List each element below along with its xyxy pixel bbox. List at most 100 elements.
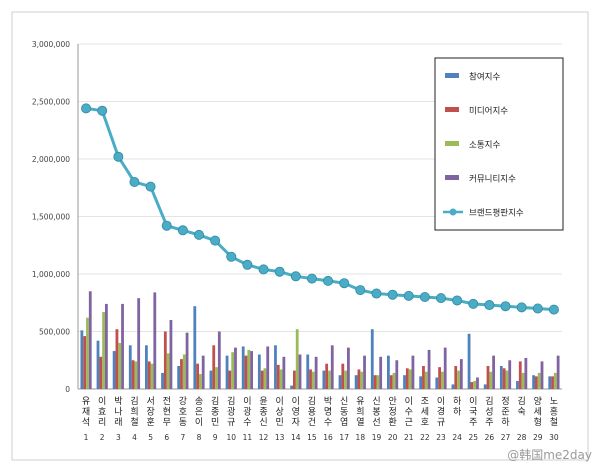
bar bbox=[247, 349, 251, 389]
bar bbox=[524, 357, 528, 389]
line-point bbox=[532, 303, 543, 314]
line-point bbox=[339, 278, 350, 289]
line-point bbox=[97, 105, 108, 116]
bar bbox=[99, 356, 103, 389]
bar bbox=[518, 361, 522, 389]
x-number-label: 19 bbox=[372, 433, 382, 442]
bar bbox=[508, 360, 512, 389]
bar bbox=[257, 354, 261, 389]
x-number-label: 1 bbox=[84, 433, 89, 442]
x-number-label: 27 bbox=[501, 433, 511, 442]
bar bbox=[263, 368, 267, 389]
line-point bbox=[371, 288, 382, 299]
bar bbox=[476, 377, 479, 389]
legend-label: 소통지수 bbox=[469, 141, 500, 151]
bar bbox=[427, 349, 431, 389]
bar bbox=[199, 374, 202, 389]
x-number-label: 16 bbox=[323, 433, 333, 442]
bar bbox=[532, 375, 535, 389]
watermark-text: @韩国me2day bbox=[507, 448, 592, 462]
bar bbox=[309, 369, 312, 389]
bar bbox=[145, 345, 148, 389]
bar bbox=[102, 311, 105, 389]
line-point bbox=[226, 251, 237, 262]
y-tick-label: 500,000 bbox=[39, 328, 70, 337]
line-point bbox=[387, 289, 398, 300]
line-point bbox=[145, 181, 156, 192]
bar bbox=[521, 372, 525, 389]
bar bbox=[424, 371, 428, 389]
bar bbox=[553, 372, 557, 389]
bar bbox=[403, 375, 406, 389]
bar bbox=[234, 347, 237, 389]
x-number-label: 17 bbox=[339, 433, 349, 442]
x-number-label: 3 bbox=[116, 433, 121, 442]
line-point bbox=[274, 266, 285, 277]
x-number-label: 5 bbox=[148, 433, 153, 442]
legend-label: 미디어지수 bbox=[469, 106, 508, 117]
bar bbox=[387, 355, 390, 389]
bar bbox=[467, 333, 471, 389]
line-point bbox=[516, 302, 527, 313]
bar bbox=[295, 329, 299, 389]
bar bbox=[411, 355, 415, 389]
x-number-label: 14 bbox=[291, 433, 301, 442]
bar bbox=[443, 347, 447, 389]
bar bbox=[80, 330, 84, 389]
line-point bbox=[452, 295, 463, 306]
bar bbox=[422, 366, 425, 389]
y-tick-label: 2,500,000 bbox=[32, 98, 70, 107]
legend-label: 브랜드평판지수 bbox=[469, 208, 524, 219]
bar bbox=[128, 345, 132, 389]
bar bbox=[457, 370, 460, 389]
line-point bbox=[81, 103, 92, 114]
x-number-label: 12 bbox=[259, 433, 269, 442]
bar bbox=[451, 384, 455, 389]
bar bbox=[395, 360, 399, 389]
x-number-label: 30 bbox=[549, 433, 559, 442]
line-point bbox=[113, 151, 124, 162]
line-point bbox=[500, 301, 511, 312]
x-number-label: 6 bbox=[164, 433, 169, 442]
bar bbox=[357, 369, 361, 389]
x-number-label: 24 bbox=[452, 433, 462, 442]
x-number-label: 28 bbox=[517, 433, 527, 442]
bar bbox=[537, 372, 541, 389]
bar bbox=[344, 370, 347, 389]
bar bbox=[177, 366, 181, 389]
legend-swatch-marker bbox=[449, 208, 457, 216]
bar bbox=[115, 329, 119, 389]
bar bbox=[556, 355, 560, 389]
bar bbox=[298, 354, 302, 389]
bar bbox=[392, 372, 396, 389]
bar bbox=[105, 303, 108, 389]
line-point bbox=[290, 271, 301, 282]
x-number-label: 7 bbox=[180, 433, 185, 442]
bar bbox=[150, 363, 154, 389]
bar bbox=[405, 368, 409, 389]
line-point bbox=[323, 275, 334, 286]
bar bbox=[182, 354, 186, 389]
bar bbox=[134, 361, 138, 389]
bar bbox=[441, 371, 444, 389]
legend-swatch bbox=[445, 73, 459, 78]
bar bbox=[293, 370, 296, 389]
x-axis: 유 재 석 1 이 효 리 2 박 나 래 3 김 희 철 4 서 장 훈 5 전 현 무 6 강 호 동 7 송 은 이 8 김 종 민 9 김 광 규 1… bbox=[82, 395, 559, 442]
